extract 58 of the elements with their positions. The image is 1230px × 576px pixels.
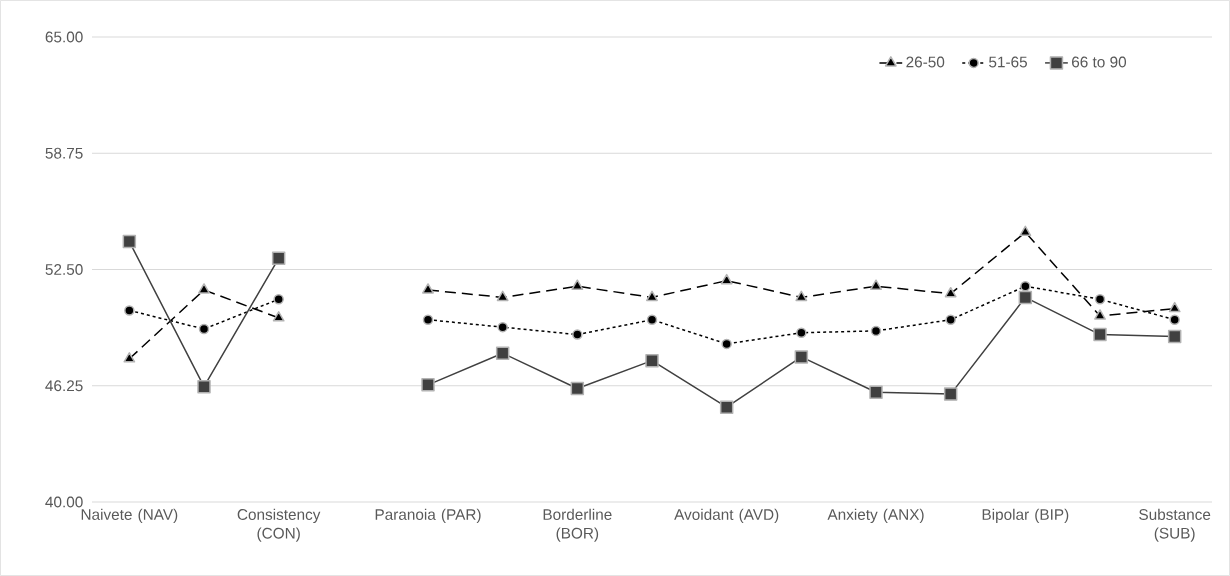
x-tick-label: Substance (SUB) bbox=[1139, 508, 1211, 542]
point bbox=[1093, 327, 1107, 342]
legend-label: 51-65 bbox=[989, 56, 1027, 68]
point bbox=[719, 400, 734, 414]
point bbox=[646, 314, 658, 325]
x-tick-label: Avoidant (AVD) bbox=[674, 508, 779, 523]
point bbox=[497, 321, 508, 333]
y-tick-label: 65.00 bbox=[45, 31, 83, 43]
point bbox=[721, 338, 732, 350]
point bbox=[198, 323, 210, 335]
point bbox=[496, 290, 509, 302]
point bbox=[1169, 314, 1180, 325]
y-tick-label: 46.25 bbox=[45, 380, 83, 392]
point bbox=[572, 329, 583, 340]
point bbox=[124, 305, 135, 316]
point bbox=[944, 286, 957, 298]
point bbox=[272, 311, 285, 322]
point bbox=[570, 381, 585, 396]
point bbox=[123, 352, 136, 363]
point bbox=[1020, 280, 1031, 292]
y-tick-label: 40.00 bbox=[45, 496, 83, 508]
y-tick-label: 58.75 bbox=[45, 147, 83, 159]
point bbox=[422, 314, 434, 325]
point bbox=[943, 387, 958, 401]
point bbox=[421, 378, 435, 392]
point bbox=[571, 279, 584, 290]
point bbox=[796, 327, 807, 338]
x-tick-label: Naivete (NAV) bbox=[81, 508, 178, 523]
point bbox=[645, 353, 659, 368]
point bbox=[1168, 301, 1181, 313]
legend-label: 66 to 90 bbox=[1072, 56, 1127, 68]
point bbox=[1167, 329, 1182, 344]
point bbox=[870, 279, 882, 290]
y-tick-label: 52.50 bbox=[45, 264, 83, 275]
point bbox=[795, 290, 808, 302]
point bbox=[794, 350, 809, 364]
point bbox=[1094, 294, 1106, 305]
point bbox=[495, 346, 510, 360]
point bbox=[646, 290, 658, 302]
point bbox=[271, 251, 286, 266]
point bbox=[197, 379, 211, 394]
x-tick-label: Anxiety (ANX) bbox=[827, 508, 924, 523]
point bbox=[720, 273, 733, 285]
x-tick-label: Bipolar (BIP) bbox=[982, 508, 1069, 523]
x-tick-label: Borderline (BOR) bbox=[543, 508, 612, 542]
point bbox=[198, 283, 210, 294]
point bbox=[870, 325, 882, 337]
point bbox=[122, 234, 137, 249]
point bbox=[422, 283, 434, 294]
point bbox=[945, 314, 956, 325]
point bbox=[1019, 225, 1032, 237]
x-tick-label: Paranoia (PAR) bbox=[375, 508, 481, 523]
legend-label: 26-50 bbox=[906, 56, 945, 68]
point bbox=[1018, 290, 1033, 305]
point bbox=[869, 385, 883, 400]
x-tick-label: Consistency (CON) bbox=[237, 508, 321, 542]
point bbox=[1094, 309, 1106, 320]
point bbox=[273, 294, 284, 305]
